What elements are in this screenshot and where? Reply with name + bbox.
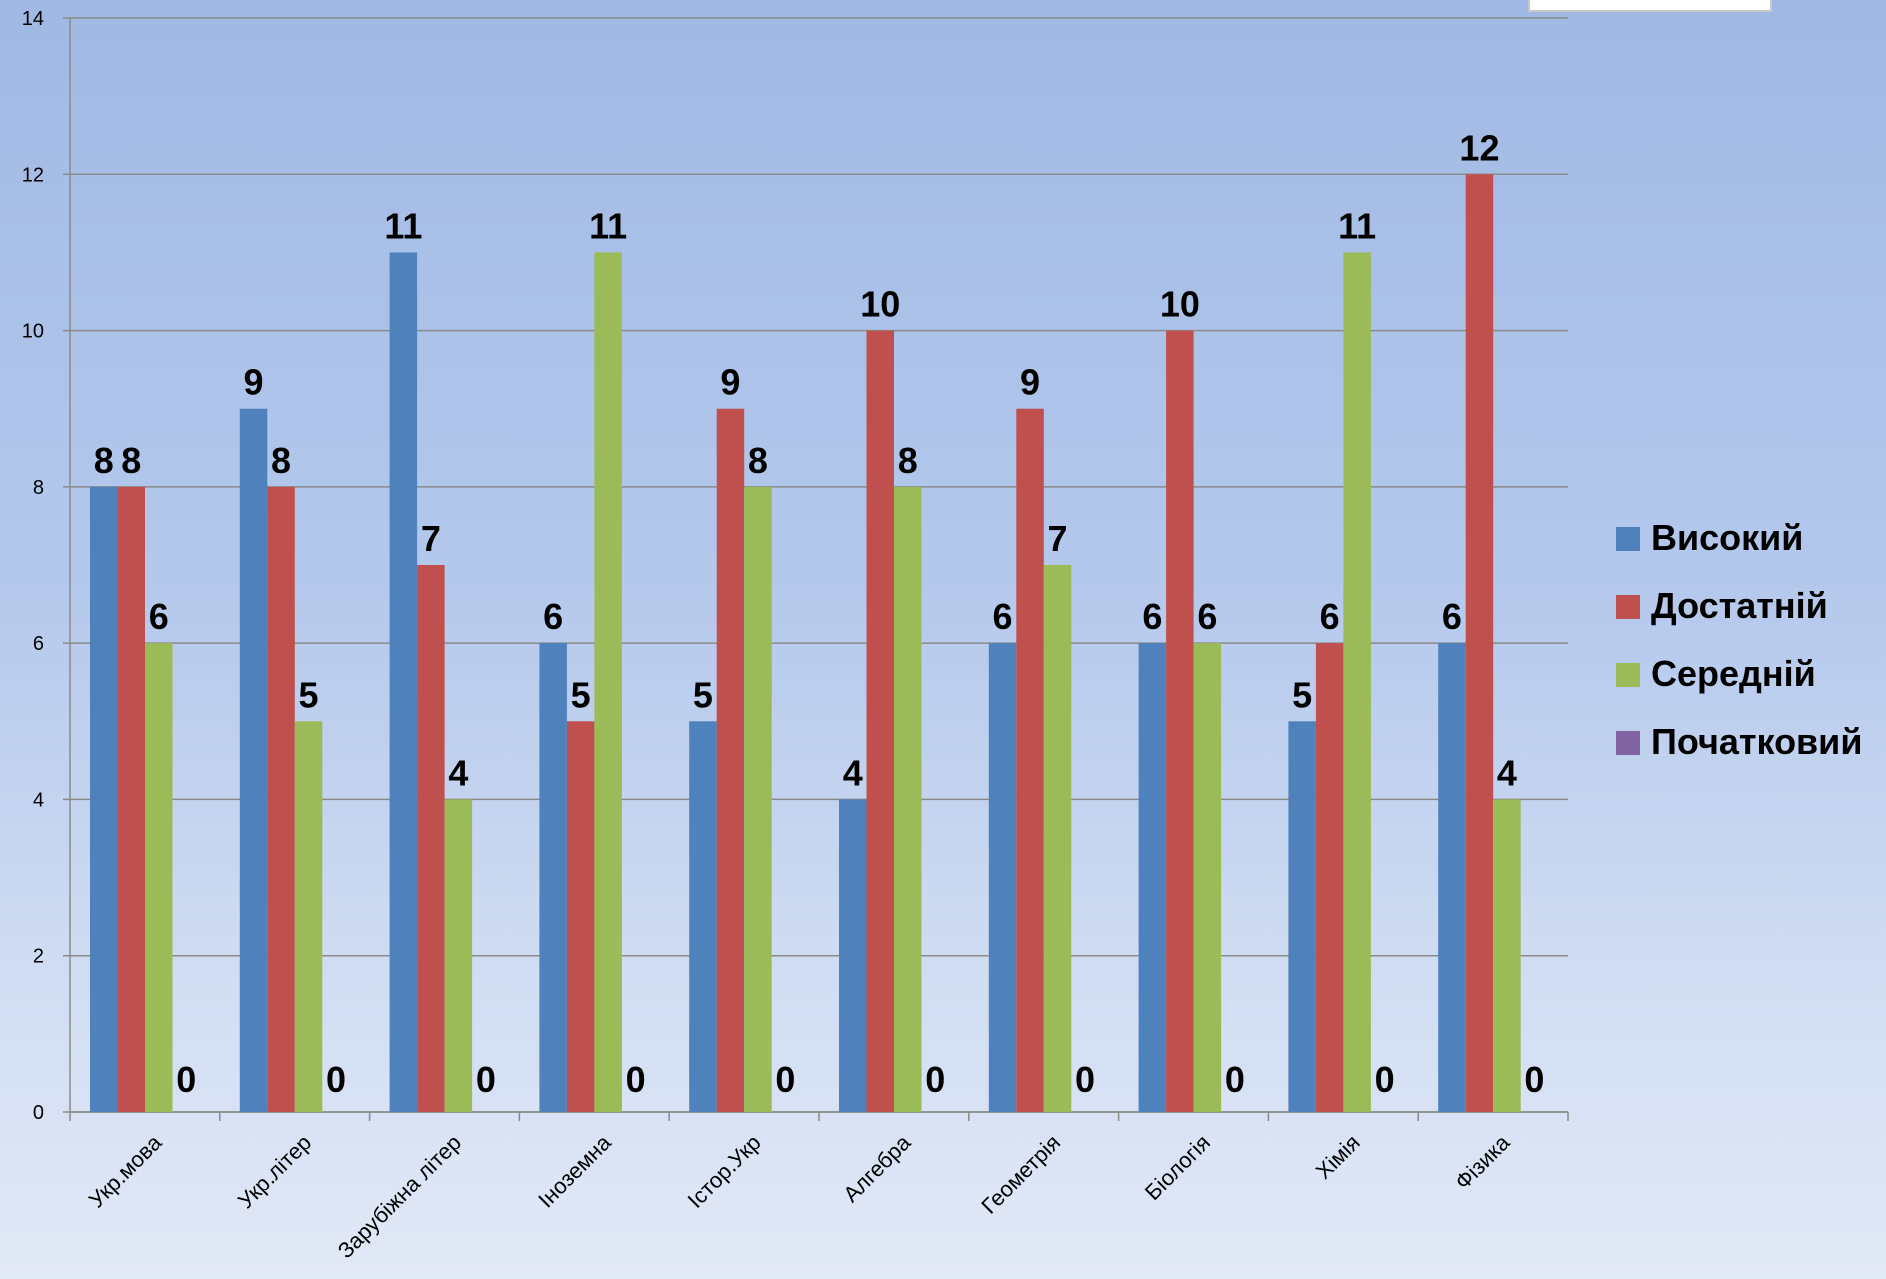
data-label: 10 <box>1160 284 1200 325</box>
data-label: 6 <box>1142 596 1162 637</box>
bar <box>566 721 595 1112</box>
y-tick-label: 0 <box>33 1102 44 1124</box>
bar <box>417 565 445 1112</box>
data-label: 8 <box>121 440 141 481</box>
bar <box>744 486 772 1112</box>
legend-label: Достатній <box>1651 585 1828 626</box>
data-label: 0 <box>1075 1059 1095 1100</box>
x-tick-label: Хімія <box>1311 1130 1365 1184</box>
data-label: 6 <box>1442 596 1462 637</box>
bar <box>1465 174 1494 1113</box>
legend-swatch <box>1616 595 1640 619</box>
legend-label: Початковий <box>1651 721 1862 762</box>
bar <box>1016 408 1044 1112</box>
data-label: 5 <box>571 674 591 715</box>
data-label: 11 <box>1338 205 1376 246</box>
bar <box>988 643 1017 1112</box>
bar <box>1166 330 1194 1113</box>
bar <box>1138 643 1167 1112</box>
bar <box>117 486 145 1112</box>
legend-label: Високий <box>1651 517 1803 558</box>
bar <box>90 486 118 1112</box>
data-label: 0 <box>626 1059 646 1100</box>
data-label: 0 <box>1225 1059 1245 1100</box>
bar <box>239 408 268 1112</box>
bar <box>294 721 323 1112</box>
bar <box>267 486 295 1112</box>
data-label: 0 <box>1524 1059 1544 1100</box>
legend-label: Середній <box>1651 653 1816 694</box>
data-label: 0 <box>476 1059 496 1100</box>
y-tick-label: 14 <box>22 8 44 30</box>
data-label: 4 <box>1497 752 1517 793</box>
data-label: 0 <box>925 1059 945 1100</box>
y-tick-label: 2 <box>33 946 44 968</box>
data-label: 9 <box>244 362 264 403</box>
data-label: 5 <box>1292 674 1312 715</box>
data-label: 8 <box>748 440 768 481</box>
data-label: 0 <box>1375 1059 1395 1100</box>
x-tick-label: Геометрія <box>976 1130 1065 1219</box>
y-tick-label: 10 <box>22 321 44 343</box>
x-tick-label: Фізика <box>1450 1129 1515 1194</box>
data-label: 9 <box>1020 362 1040 403</box>
data-label: 6 <box>1320 596 1340 637</box>
data-label: 8 <box>94 440 114 481</box>
bar <box>839 799 867 1112</box>
data-label: 5 <box>299 674 319 715</box>
bar <box>1438 643 1466 1112</box>
bar <box>145 643 173 1112</box>
legend-swatch <box>1616 731 1640 755</box>
data-label: 12 <box>1459 127 1499 168</box>
data-label: 6 <box>993 596 1013 637</box>
data-label: 6 <box>543 596 563 637</box>
data-label: 8 <box>271 440 291 481</box>
corner-box <box>1528 0 1772 12</box>
x-tick-label: Укр.мова <box>84 1129 167 1212</box>
bar <box>1493 799 1521 1112</box>
bar <box>389 252 418 1112</box>
data-label: 0 <box>326 1059 346 1100</box>
bar <box>1193 643 1222 1112</box>
x-tick-label: Укр.літер <box>233 1130 316 1213</box>
x-tick-label: Іноземна <box>533 1129 616 1212</box>
x-tick-label: Алгебра <box>838 1129 916 1207</box>
y-tick-label: 6 <box>33 633 44 655</box>
bar <box>1343 252 1371 1112</box>
x-tick-label: Біологія <box>1140 1130 1215 1205</box>
bar <box>1043 565 1072 1112</box>
data-label: 7 <box>1048 518 1068 559</box>
bar <box>866 330 894 1113</box>
y-tick-label: 4 <box>33 789 44 811</box>
x-tick-label: Істор.Укр <box>683 1130 766 1213</box>
data-label: 4 <box>843 752 863 793</box>
data-label: 0 <box>176 1059 196 1100</box>
bar <box>594 252 622 1112</box>
data-label: 0 <box>775 1059 795 1100</box>
bar <box>894 486 922 1112</box>
data-label: 7 <box>421 518 441 559</box>
data-label: 6 <box>1197 596 1217 637</box>
bar <box>1288 721 1316 1112</box>
data-label: 10 <box>860 284 900 325</box>
legend-swatch <box>1616 663 1640 687</box>
y-tick-label: 8 <box>33 477 44 499</box>
legend-swatch <box>1616 527 1640 551</box>
bar <box>444 799 473 1112</box>
y-tick-label: 12 <box>22 164 44 186</box>
data-label: 5 <box>693 674 713 715</box>
bar <box>1315 643 1344 1112</box>
data-label: 8 <box>898 440 918 481</box>
bar <box>539 643 567 1112</box>
data-label: 11 <box>384 205 422 246</box>
data-label: 11 <box>589 205 627 246</box>
bar <box>716 408 745 1112</box>
data-label: 4 <box>448 752 468 793</box>
data-label: 9 <box>720 362 740 403</box>
data-label: 6 <box>149 596 169 637</box>
x-tick-label: Зарубіжна літер <box>333 1130 466 1263</box>
bar <box>689 721 717 1112</box>
